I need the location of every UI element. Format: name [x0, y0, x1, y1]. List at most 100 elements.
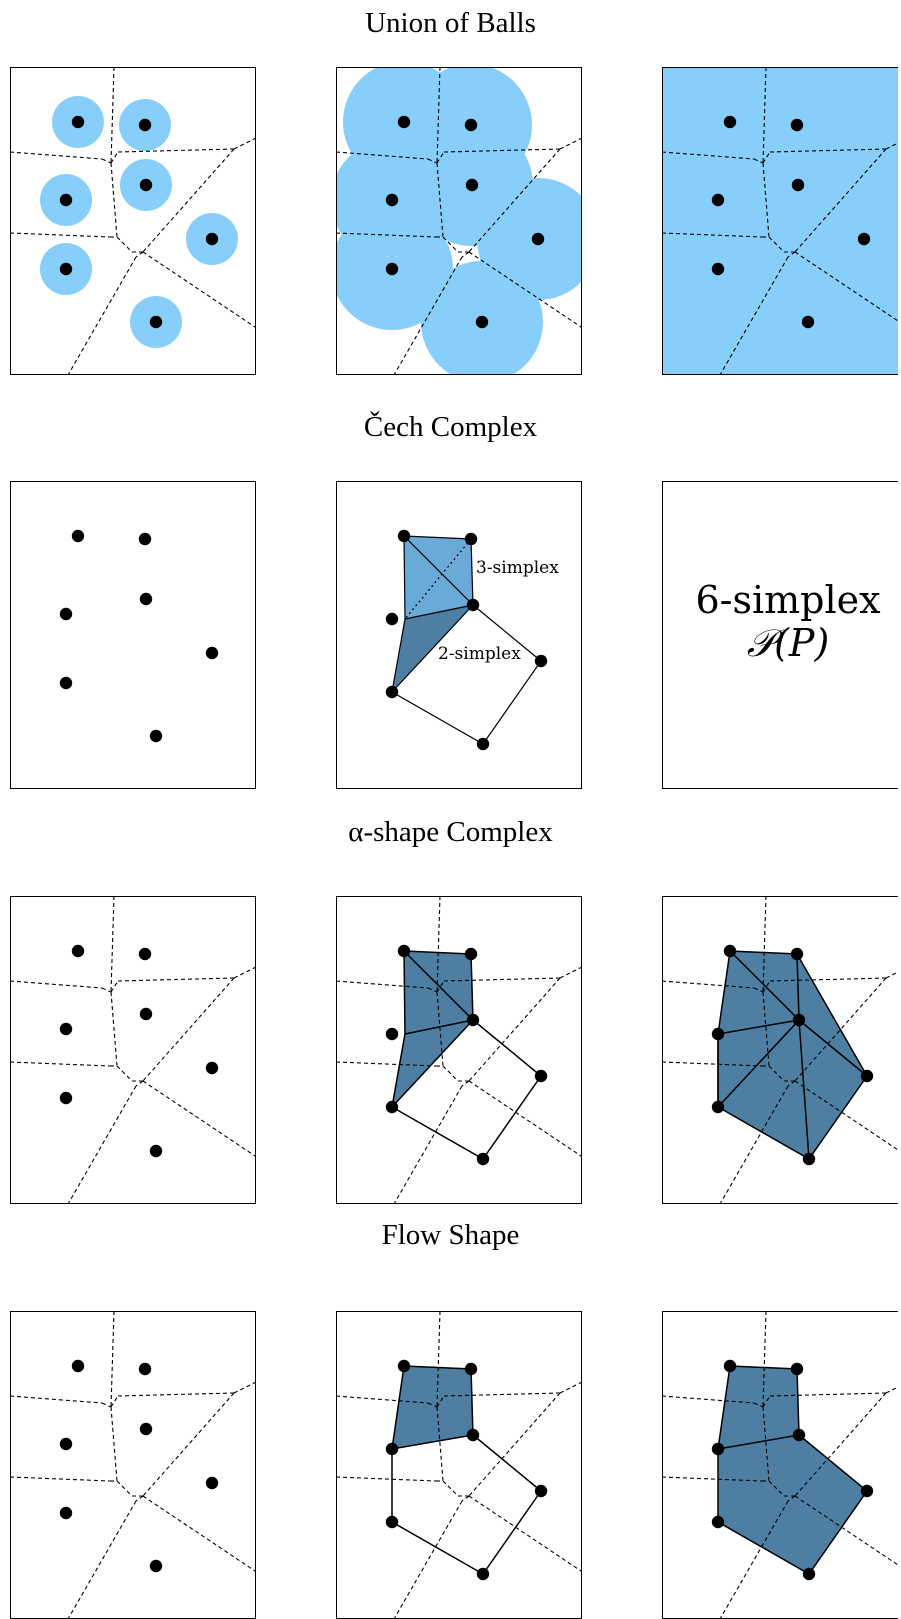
data-point — [792, 1428, 806, 1442]
data-point — [802, 1152, 816, 1166]
flow-points-svg — [10, 1311, 256, 1619]
voronoi-edge — [719, 1085, 789, 1204]
voronoi-edge — [662, 1061, 763, 1067]
voronoi-edge — [110, 162, 118, 238]
voronoi-edge — [436, 991, 444, 1067]
data-point — [385, 1442, 399, 1456]
data-point — [71, 115, 85, 129]
flow-full-svg — [662, 1311, 898, 1619]
point-set — [711, 1359, 874, 1581]
voronoi-edge — [135, 1080, 144, 1087]
data-point — [397, 115, 411, 129]
data-point — [385, 1515, 399, 1529]
voronoi-edge — [436, 896, 441, 993]
voronoi-edge — [436, 1406, 444, 1482]
point-set — [385, 944, 548, 1166]
point-set — [385, 115, 545, 329]
voronoi-edge — [762, 151, 771, 164]
data-point — [149, 315, 163, 329]
data-point — [790, 1362, 804, 1376]
alpha-panel-full — [662, 896, 898, 1204]
voronoi-edge — [762, 991, 770, 1067]
data-point — [464, 118, 478, 132]
voronoi-edge — [559, 966, 582, 979]
two-simplex-label: 2-simplex — [438, 644, 521, 664]
data-point — [59, 1506, 73, 1520]
voronoi-edge — [753, 1402, 764, 1408]
voronoi-edge — [753, 158, 764, 164]
voronoi-edge — [110, 1406, 118, 1482]
voronoi-edge — [142, 251, 256, 329]
data-point — [385, 1100, 399, 1114]
voronoi-edge — [762, 67, 767, 164]
flow-panel-partial — [336, 1311, 582, 1619]
voronoi-edge — [110, 1395, 119, 1408]
voronoi-edge — [443, 977, 561, 982]
voronoi-edge — [662, 151, 755, 160]
data-point — [476, 1152, 490, 1166]
voronoi-edge — [116, 1065, 133, 1082]
data-point — [139, 1422, 153, 1436]
data-point — [711, 1515, 725, 1529]
voronoi-edge — [10, 980, 103, 989]
three-simplex-face-a — [404, 536, 471, 619]
voronoi-edge — [116, 236, 133, 253]
alpha-panel-points — [10, 896, 256, 1204]
cech-panel-points — [10, 481, 256, 789]
data-point — [59, 1022, 73, 1036]
flow-panel-full — [662, 1311, 898, 1619]
section-title-cech-complex: Čech Complex — [363, 411, 538, 443]
data-point — [464, 1362, 478, 1376]
voronoi-edge — [662, 1476, 763, 1482]
voronoi-edge — [762, 162, 770, 238]
voronoi-edge — [135, 1495, 144, 1502]
voronoi-edge — [110, 67, 115, 164]
data-point — [71, 1359, 85, 1373]
voronoi-edge — [787, 1495, 796, 1502]
data-point — [71, 529, 85, 543]
voronoi-edge — [662, 232, 763, 238]
voronoi-edge — [110, 1311, 115, 1408]
alpha-panel-partial — [336, 896, 582, 1204]
point-set — [59, 944, 219, 1158]
voronoi-diagram — [10, 896, 256, 1204]
data-point — [857, 232, 871, 246]
voronoi-edge — [427, 987, 438, 993]
flow-partial-fill — [392, 1366, 473, 1449]
union-small-svg — [10, 67, 256, 375]
voronoi-edge — [468, 977, 561, 1082]
data-point — [397, 529, 411, 543]
balls — [40, 96, 238, 348]
cech-full-svg: 6-simplex 𝒫(P) — [695, 578, 880, 665]
voronoi-edge — [436, 1311, 441, 1408]
voronoi-edge — [336, 1395, 429, 1404]
voronoi-edge — [393, 256, 463, 375]
voronoi-edge — [662, 1395, 755, 1404]
three-simplex-face-b — [405, 539, 473, 619]
data-point — [711, 1442, 725, 1456]
data-point — [205, 232, 219, 246]
data-point — [139, 1007, 153, 1021]
voronoi-edge — [336, 232, 437, 238]
data-point — [205, 1061, 219, 1075]
voronoi-edge — [436, 980, 445, 993]
data-point — [466, 1428, 480, 1442]
voronoi-diagram — [662, 67, 898, 375]
data-point — [149, 729, 163, 743]
union-panel-medium-radius — [336, 67, 582, 375]
data-point — [385, 262, 399, 276]
data-point — [139, 592, 153, 606]
voronoi-edge — [110, 896, 115, 993]
data-point — [860, 1069, 874, 1083]
data-point — [801, 315, 815, 329]
data-point — [385, 612, 399, 626]
voronoi-edge — [142, 148, 235, 253]
voronoi-edge — [662, 980, 755, 989]
voronoi-edge — [461, 251, 470, 258]
voronoi-edge — [101, 1402, 112, 1408]
data-point — [205, 1476, 219, 1490]
data-point — [711, 1100, 725, 1114]
union-large-svg — [662, 67, 898, 375]
voronoi-edge — [719, 1500, 789, 1619]
voronoi-edge — [101, 158, 112, 164]
